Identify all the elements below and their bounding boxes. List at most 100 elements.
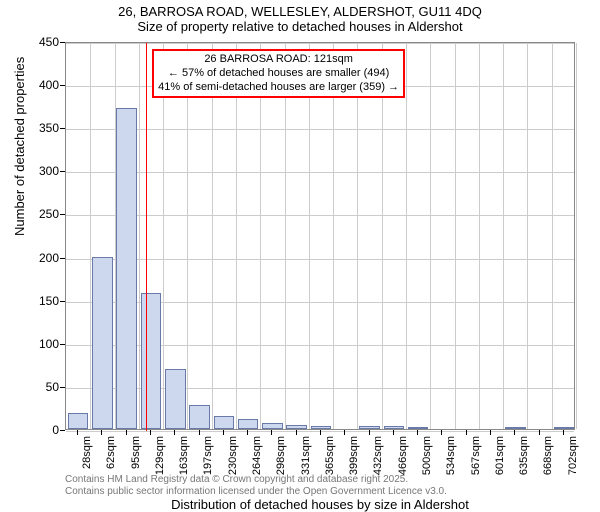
x-tick-label: 668sqm	[543, 436, 555, 475]
x-tick-mark	[126, 430, 127, 435]
title-line-1: 26, BARROSA ROAD, WELLESLEY, ALDERSHOT, …	[0, 4, 600, 19]
annotation-line-2: ← 57% of detached houses are smaller (49…	[158, 67, 399, 81]
x-tick-mark	[490, 430, 491, 435]
x-tick-mark	[101, 430, 102, 435]
y-tick-label: 300	[39, 164, 59, 178]
x-tick-label: 62sqm	[105, 436, 117, 469]
grid-line-h	[66, 129, 574, 130]
x-tick-mark	[514, 430, 515, 435]
x-tick-mark	[247, 430, 248, 435]
x-tick-mark	[417, 430, 418, 435]
x-tick-mark	[563, 430, 564, 435]
x-tick-label: 500sqm	[421, 436, 433, 475]
grid-line-h	[66, 259, 574, 260]
x-tick-label: 466sqm	[397, 436, 409, 475]
x-tick-label: 534sqm	[445, 436, 457, 475]
grid-line-v	[430, 43, 431, 429]
x-tick-label: 264sqm	[251, 436, 263, 475]
y-tick-label: 400	[39, 78, 59, 92]
footer-line-2: Contains public sector information licen…	[65, 486, 447, 498]
x-tick-label: 635sqm	[518, 436, 530, 475]
grid-line-h	[66, 172, 574, 173]
bar	[554, 427, 575, 429]
bar	[214, 416, 235, 429]
chart-container: 26, BARROSA ROAD, WELLESLEY, ALDERSHOT, …	[0, 0, 600, 500]
grid-line-v	[187, 43, 188, 429]
bar	[116, 108, 137, 429]
footer-attribution: Contains HM Land Registry data © Crown c…	[65, 474, 447, 498]
grid-line-v	[479, 43, 480, 429]
footer-line-1: Contains HM Land Registry data © Crown c…	[65, 474, 447, 486]
x-tick-label: 567sqm	[470, 436, 482, 475]
annotation-line-1: 26 BARROSA ROAD: 121sqm	[158, 53, 399, 67]
x-tick-label: 399sqm	[348, 436, 360, 475]
annotation-box: 26 BARROSA ROAD: 121sqm← 57% of detached…	[152, 49, 405, 98]
x-tick-label: 432sqm	[373, 436, 385, 475]
bar	[311, 426, 332, 429]
x-tick-label: 331sqm	[300, 436, 312, 475]
y-axis: 050100150200250300350400450	[0, 42, 65, 430]
annotation-marker-line	[146, 43, 147, 431]
x-tick-mark	[539, 430, 540, 435]
x-tick-label: 365sqm	[324, 436, 336, 475]
grid-line-h	[66, 215, 574, 216]
y-tick-label: 150	[39, 294, 59, 308]
x-tick-label: 298sqm	[275, 436, 287, 475]
bar	[141, 293, 162, 429]
x-tick-label: 95sqm	[130, 436, 142, 469]
x-tick-label: 702sqm	[567, 436, 579, 475]
y-tick-label: 0	[52, 423, 59, 437]
x-tick-label: 601sqm	[494, 436, 506, 475]
y-tick-label: 450	[39, 35, 59, 49]
x-tick-mark	[223, 430, 224, 435]
x-tick-mark	[320, 430, 321, 435]
bar	[408, 427, 429, 429]
bar	[68, 413, 89, 429]
x-tick-mark	[77, 430, 78, 435]
grid-line-v	[455, 43, 456, 429]
grid-line-v	[503, 43, 504, 429]
x-tick-mark	[393, 430, 394, 435]
x-axis: Distribution of detached houses by size …	[65, 430, 575, 470]
y-tick-label: 100	[39, 337, 59, 351]
grid-line-v	[406, 43, 407, 429]
x-tick-mark	[150, 430, 151, 435]
grid-line-v	[260, 43, 261, 429]
bar	[189, 405, 210, 429]
annotation-line-3: 41% of semi-detached houses are larger (…	[158, 81, 399, 95]
grid-line-v	[527, 43, 528, 429]
x-tick-mark	[174, 430, 175, 435]
title-line-2: Size of property relative to detached ho…	[0, 19, 600, 34]
grid-line-v	[357, 43, 358, 429]
x-tick-mark	[271, 430, 272, 435]
grid-line-v	[285, 43, 286, 429]
title-block: 26, BARROSA ROAD, WELLESLEY, ALDERSHOT, …	[0, 0, 600, 34]
y-tick-label: 50	[46, 380, 59, 394]
x-tick-mark	[369, 430, 370, 435]
bar	[286, 425, 307, 429]
grid-line-h	[66, 43, 574, 44]
bar	[505, 427, 526, 429]
bar	[359, 426, 380, 429]
grid-line-v	[382, 43, 383, 429]
x-tick-mark	[199, 430, 200, 435]
x-tick-mark	[441, 430, 442, 435]
x-tick-mark	[466, 430, 467, 435]
x-tick-mark	[296, 430, 297, 435]
grid-line-v	[212, 43, 213, 429]
x-tick-label: 28sqm	[81, 436, 93, 469]
grid-line-v	[333, 43, 334, 429]
plot-area: 26 BARROSA ROAD: 121sqm← 57% of detached…	[65, 42, 575, 430]
grid-line-v	[309, 43, 310, 429]
bar	[384, 426, 405, 429]
y-tick-label: 200	[39, 251, 59, 265]
grid-line-v	[552, 43, 553, 429]
x-tick-label: 197sqm	[203, 436, 215, 475]
bar	[262, 423, 283, 429]
bar	[238, 419, 259, 429]
x-tick-label: 163sqm	[178, 436, 190, 475]
x-tick-mark	[344, 430, 345, 435]
grid-line-v	[576, 43, 577, 429]
y-tick-label: 250	[39, 207, 59, 221]
x-tick-label: 129sqm	[154, 436, 166, 475]
